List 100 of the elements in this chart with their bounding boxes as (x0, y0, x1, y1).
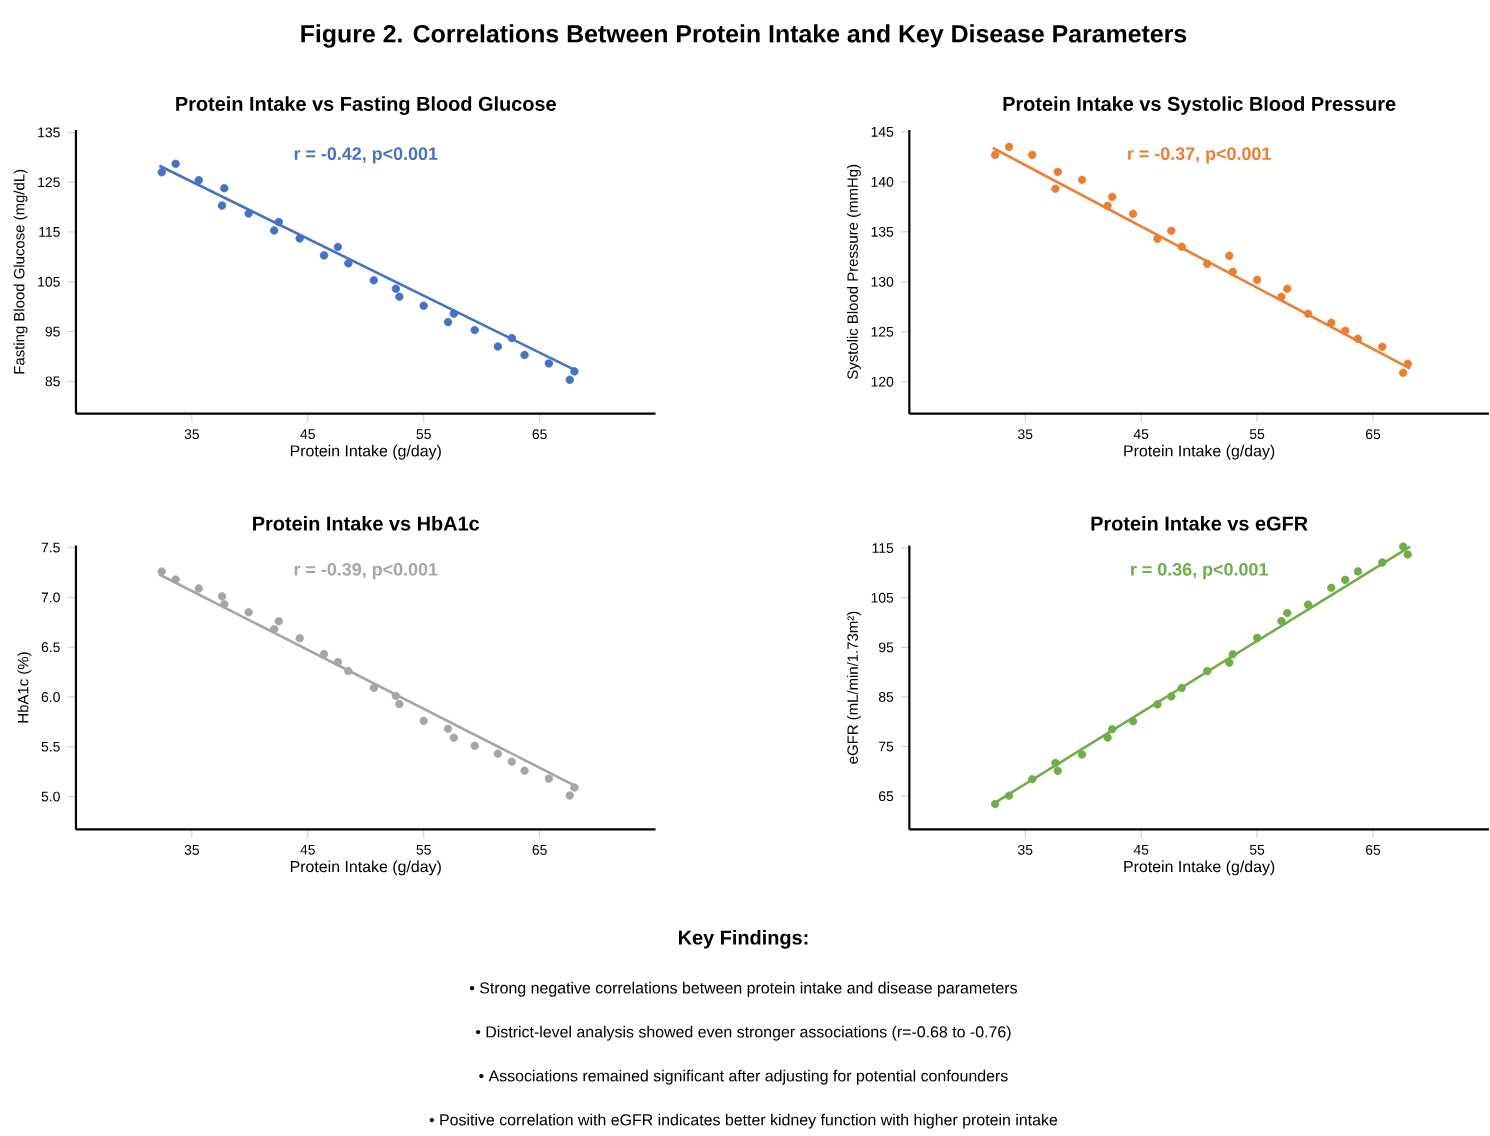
point (395, 292, 404, 302)
text: Figure 2. Correlations Between Protein Intake and Key Disease Parameters (301, 24, 1187, 48)
point (1108, 193, 1117, 202)
point (1004, 791, 1014, 801)
point (1303, 309, 1313, 319)
point (1378, 558, 1387, 568)
chart-title: Protein Intake vs Fasting Blood Glucose (176, 96, 556, 116)
point (1153, 700, 1162, 709)
point (1077, 750, 1087, 760)
point (171, 575, 180, 585)
point (1228, 267, 1237, 277)
point (1353, 334, 1363, 344)
point (419, 717, 428, 726)
point (1128, 210, 1138, 219)
point (443, 318, 453, 327)
point (1403, 359, 1412, 369)
point (1103, 733, 1112, 743)
point (1051, 185, 1060, 194)
point (395, 700, 404, 709)
point (520, 351, 529, 360)
point (220, 600, 229, 609)
point (449, 733, 459, 743)
point (1398, 368, 1408, 378)
point (507, 334, 516, 343)
point (1252, 275, 1262, 285)
point (391, 284, 401, 294)
point (157, 168, 166, 177)
point (570, 367, 579, 376)
point (1341, 326, 1350, 336)
point (274, 218, 283, 227)
point (295, 234, 304, 244)
text: Key Findings: (678, 930, 808, 950)
point (1167, 227, 1176, 236)
point (565, 376, 574, 385)
point (244, 209, 253, 219)
point (1203, 667, 1212, 676)
point (295, 634, 304, 643)
point (1378, 342, 1387, 352)
point (507, 757, 516, 767)
point (274, 617, 283, 626)
point (333, 658, 343, 667)
point (1283, 609, 1292, 618)
point (1177, 243, 1186, 252)
annotation: r = -0.42, p<0.001 (294, 147, 438, 164)
point (1177, 684, 1186, 693)
annotation: r = 0.36, p<0.001 (1131, 563, 1268, 580)
point (1252, 634, 1262, 643)
point (369, 684, 379, 693)
point (1403, 550, 1412, 560)
point (493, 749, 503, 759)
point (1004, 143, 1014, 152)
point (369, 276, 379, 285)
point (544, 359, 554, 368)
point (1277, 617, 1286, 626)
chart-title: Protein Intake vs Systolic Blood Pressure (1003, 96, 1396, 116)
point (194, 584, 203, 593)
annotation: r = -0.39, p<0.001 (294, 563, 438, 580)
point (1283, 284, 1292, 294)
point (544, 774, 554, 784)
point (1153, 235, 1162, 244)
chart-title: Protein Intake vs eGFR (1091, 516, 1308, 531)
point (1341, 576, 1350, 585)
point (1053, 168, 1062, 177)
point (520, 766, 529, 776)
point (449, 309, 459, 319)
point (244, 608, 253, 617)
point (1303, 600, 1313, 610)
point (1051, 759, 1060, 768)
point (319, 251, 329, 260)
point (269, 625, 279, 634)
point (1103, 202, 1112, 211)
point (217, 201, 227, 211)
point (1028, 775, 1037, 784)
point (220, 184, 229, 193)
point (1228, 650, 1237, 659)
point (1108, 725, 1117, 734)
point (1077, 176, 1087, 185)
annotation: r = -0.37, p<0.001 (1128, 147, 1271, 164)
point (1203, 260, 1212, 269)
point (990, 151, 1000, 160)
point (1353, 567, 1363, 576)
point (1398, 542, 1408, 552)
point (1327, 583, 1336, 593)
point (333, 243, 343, 252)
point (1053, 767, 1062, 776)
point (570, 783, 579, 793)
point (344, 667, 353, 676)
point (391, 692, 401, 701)
chart-title: Protein Intake vs HbA1c (253, 516, 480, 531)
point (319, 650, 329, 659)
point (269, 226, 279, 236)
point (1327, 318, 1336, 328)
point (470, 741, 479, 751)
point (1277, 292, 1286, 302)
point (194, 176, 203, 185)
point (990, 800, 1000, 809)
point (344, 259, 353, 268)
point (470, 326, 479, 335)
point (1225, 252, 1234, 261)
point (493, 342, 503, 352)
